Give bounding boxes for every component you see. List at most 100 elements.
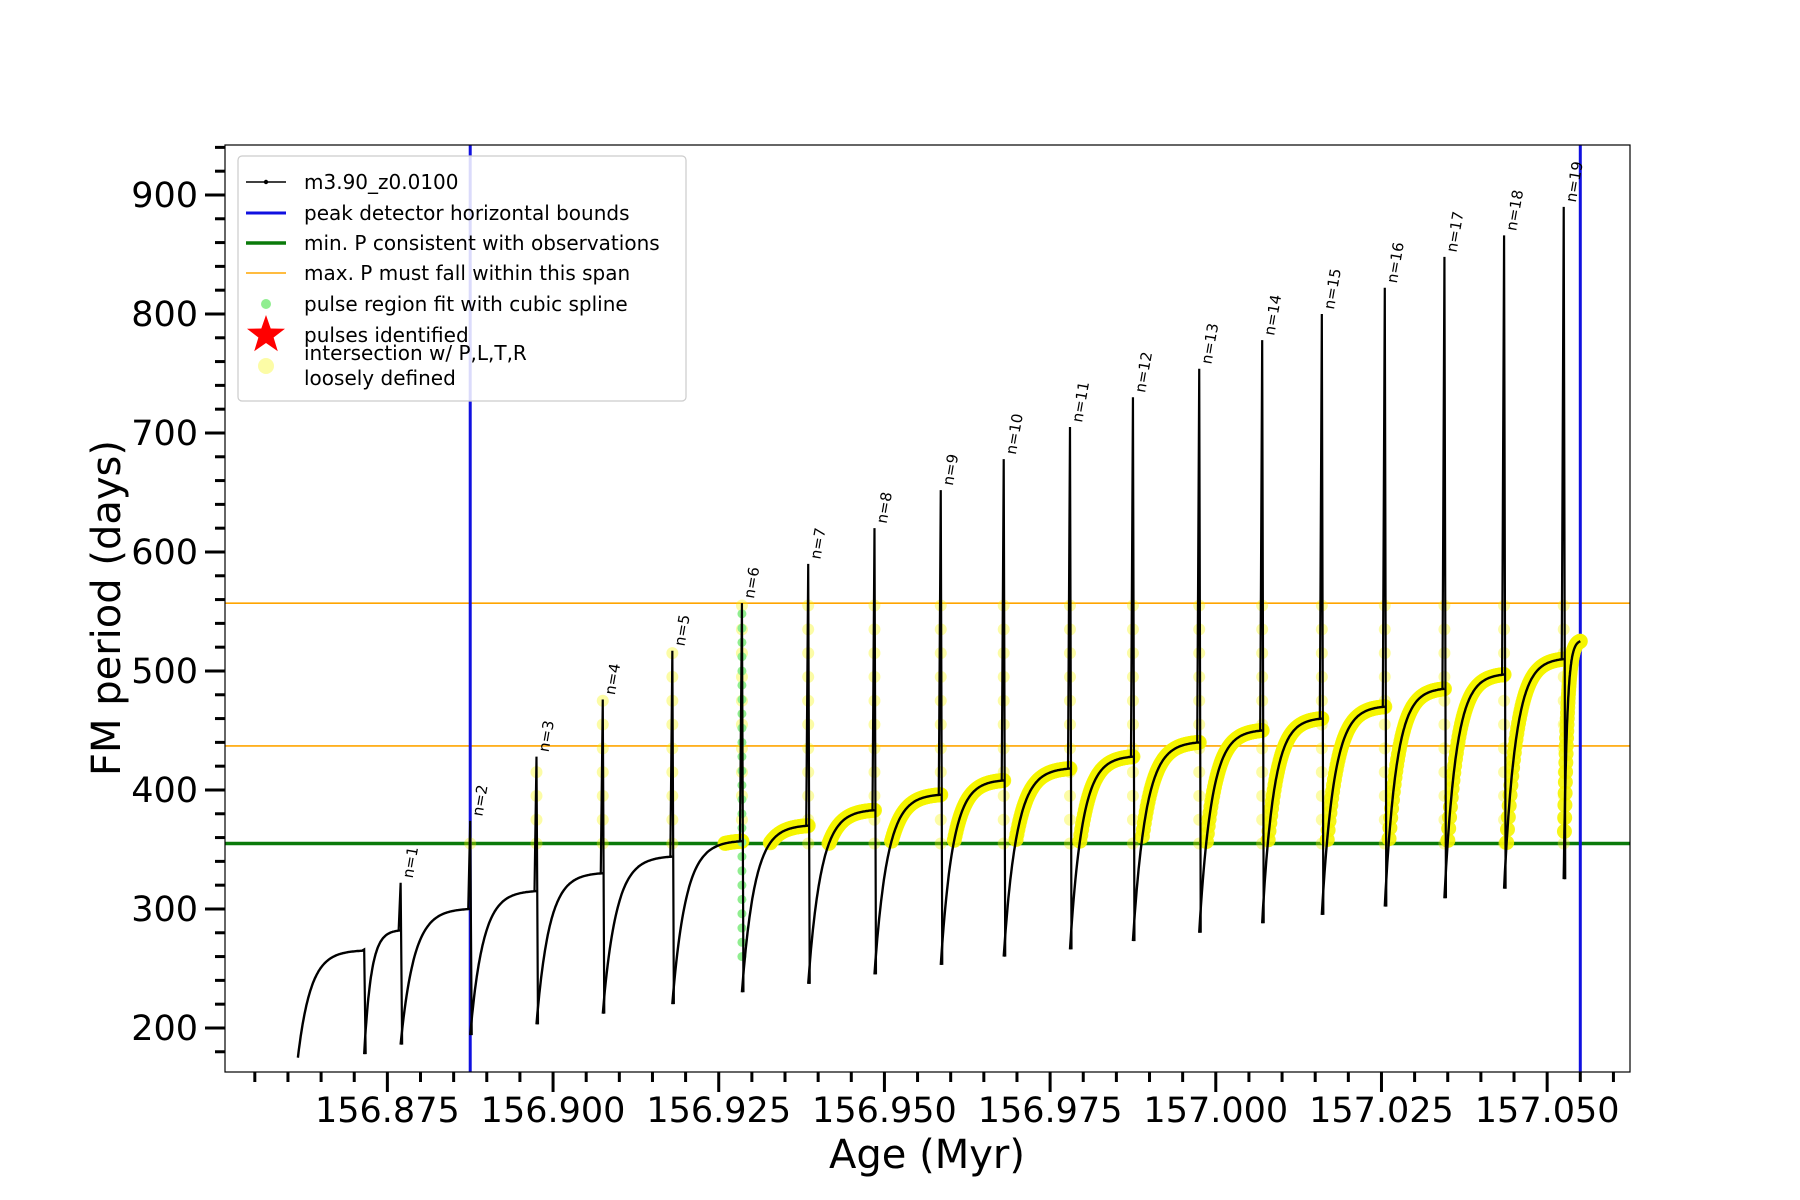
track-segment: [873, 793, 941, 975]
x-tick-label: 156.975: [978, 1091, 1123, 1131]
intersection-dot: [1063, 837, 1076, 850]
legend-label: intersection w/ P,L,T,R: [304, 341, 527, 365]
intersection-dot: [997, 837, 1010, 850]
legend-label: pulse region fit with cubic spline: [304, 292, 628, 316]
intersection-dot: [1126, 837, 1139, 850]
intersection-dot: [1378, 766, 1391, 779]
pulse-spike: [1196, 368, 1202, 933]
track-segment: [601, 855, 673, 1014]
intersection-dot: [1557, 742, 1570, 755]
track-segment: [1443, 673, 1505, 899]
intersection-dot: [1256, 789, 1269, 802]
y-tick-label: 800: [131, 295, 198, 335]
spline-dot: [737, 909, 747, 919]
legend-handle-spline: [261, 299, 271, 309]
pulse-spike: [533, 756, 540, 1025]
pulse-label-n=17: n=17: [1443, 210, 1468, 254]
intersection-dot: [1315, 813, 1328, 826]
intersection-dot: [1378, 813, 1391, 826]
track-segment: [399, 907, 471, 1045]
track-segment: [1068, 755, 1133, 950]
y-tick-label: 200: [131, 1009, 198, 1049]
pulse-label-n=11: n=11: [1068, 380, 1093, 424]
pulse-spike: [669, 650, 675, 1005]
track-segment: [807, 809, 875, 984]
intersection-dot: [1498, 766, 1511, 779]
track-segment: [363, 929, 401, 1055]
pulse-label-n=18: n=18: [1502, 188, 1527, 232]
spline-dot: [737, 894, 747, 904]
legend-label: pulses identified: [304, 323, 469, 347]
pulse-label-n=6: n=6: [740, 566, 763, 600]
pulse-label-n=19: n=19: [1562, 160, 1587, 204]
y-tick-label: 300: [131, 890, 198, 930]
axes: 200 300 400 500 600 700 800 900 156.875 156.900 15…: [131, 145, 1620, 1131]
x-tick-label: 156.875: [315, 1091, 460, 1131]
legend-label: max. P must fall within this span: [304, 261, 630, 285]
pulse-spike: [1560, 206, 1567, 880]
x-tick-label: 156.950: [812, 1091, 957, 1131]
track-segment: [1383, 687, 1445, 907]
track-segment: [939, 779, 1004, 965]
horizontal-lines: [225, 602, 1630, 846]
pulse-spike: [1381, 287, 1388, 907]
pulse-label-n=8: n=8: [873, 491, 896, 525]
pulse-label-n=12: n=12: [1131, 350, 1156, 394]
intersection-dot: [1315, 837, 1328, 850]
legend-label: loosely defined: [304, 366, 456, 390]
pulse-spike: [1441, 256, 1448, 899]
legend-label: min. P consistent with observations: [304, 231, 660, 255]
pulse-label-n=3: n=3: [535, 719, 558, 753]
intersection-dot: [1557, 694, 1570, 707]
pulse-label-n=7: n=7: [806, 526, 829, 560]
legend-box: [237, 155, 687, 402]
pulse-spike: [599, 699, 606, 1014]
x-axis-label: Age (Myr): [829, 1132, 1025, 1178]
pulse-spike: [1066, 427, 1073, 950]
pulse-label-n=4: n=4: [601, 662, 624, 696]
track-segment: [1320, 705, 1385, 915]
intersection-dot: [1256, 813, 1269, 826]
intersection-dot: [1557, 766, 1570, 779]
pulse-spike: [397, 882, 404, 1045]
pulse-spike: [937, 490, 944, 965]
intersection-dot: [934, 837, 947, 850]
intersection-dot: [1438, 789, 1451, 802]
x-tick-label: 156.900: [481, 1091, 626, 1131]
legend-marker-track: [263, 179, 269, 185]
y-tick-label: 700: [131, 414, 198, 454]
pulse-label-n=10: n=10: [1002, 412, 1027, 456]
pulse-spike: [1129, 397, 1136, 942]
intersection-dot: [1063, 813, 1076, 826]
legend-label: peak detector horizontal bounds: [304, 201, 630, 225]
track-segment: [1198, 729, 1263, 933]
legend-label: m3.90_z0.0100: [304, 170, 459, 194]
intersection-dot: [1438, 766, 1451, 779]
intersection-dot: [1498, 837, 1511, 850]
intersection-dot: [1193, 837, 1206, 850]
pulse-label-n=15: n=15: [1320, 267, 1345, 311]
track-segment: [535, 872, 603, 1025]
y-tick-label: 400: [131, 771, 198, 811]
plot-frame: [224, 144, 1631, 1073]
pulse-label-n=9: n=9: [939, 453, 962, 487]
intersection-dot: [1193, 789, 1206, 802]
pulse-label-n=16: n=16: [1383, 241, 1408, 285]
intersection-dot: [1315, 766, 1328, 779]
track-segment: [1131, 741, 1200, 942]
x-tick-label: 157.025: [1309, 1091, 1454, 1131]
intersection-dot: [1126, 813, 1139, 826]
intersection-dot: [1498, 718, 1511, 731]
spline-dot: [737, 923, 747, 933]
track-segment: [1261, 717, 1322, 924]
legend-handle-intersection: [258, 358, 274, 374]
intersection-dot: [1498, 789, 1511, 802]
track-segment: [1562, 640, 1581, 880]
y-axis-label: FM period (days): [84, 440, 130, 776]
track-segment: [740, 824, 809, 993]
intersection-dot: [1193, 813, 1206, 826]
pulse-spike: [1259, 340, 1265, 924]
intersection-dot: [1315, 789, 1328, 802]
